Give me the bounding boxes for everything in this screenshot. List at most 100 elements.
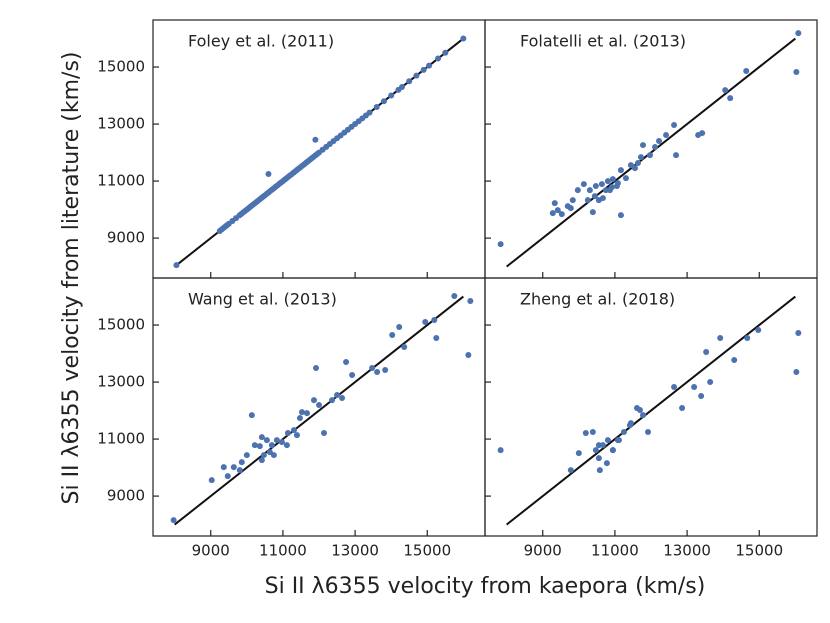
x-tick-label: 9000: [192, 542, 230, 560]
data-point: [238, 459, 245, 466]
y-tick-label: 13000: [97, 373, 145, 391]
reference-line: [174, 295, 464, 526]
data-point: [343, 359, 350, 366]
data-point: [283, 442, 290, 449]
data-point: [703, 349, 710, 356]
y-tick-label: 9000: [107, 487, 145, 505]
data-point: [604, 178, 611, 185]
data-point: [795, 330, 802, 337]
data-point: [290, 427, 297, 434]
data-point: [554, 207, 561, 214]
data-point: [637, 154, 644, 161]
data-point: [793, 369, 800, 376]
data-point: [382, 367, 389, 374]
data-point: [312, 136, 319, 143]
data-point: [652, 144, 659, 151]
data-point: [551, 200, 558, 207]
data-point: [433, 335, 440, 342]
y-tick-label: 9000: [107, 229, 145, 247]
data-point: [220, 464, 227, 471]
data-point: [609, 176, 616, 183]
data-point: [251, 442, 258, 449]
data-point: [569, 197, 576, 204]
data-point: [793, 69, 800, 76]
data-point: [671, 122, 678, 129]
data-point: [431, 317, 438, 324]
data-point: [592, 447, 599, 454]
data-point: [567, 205, 574, 212]
panel-title: Foley et al. (2011): [188, 32, 334, 51]
panel-frame: [484, 277, 818, 537]
data-point: [460, 35, 467, 42]
data-point: [656, 138, 663, 145]
y-tick-label: 11000: [97, 430, 145, 448]
data-point: [599, 195, 606, 202]
data-point: [604, 437, 611, 444]
data-point: [413, 72, 420, 79]
data-point: [639, 142, 646, 149]
data-point: [339, 395, 346, 402]
data-point: [727, 95, 734, 102]
data-point: [303, 410, 310, 417]
data-point: [388, 92, 395, 99]
data-point: [401, 344, 408, 351]
data-point: [614, 437, 621, 444]
data-point: [698, 393, 705, 400]
data-point: [293, 432, 300, 439]
data-point: [671, 384, 678, 391]
data-point: [631, 165, 638, 172]
data-point: [296, 415, 303, 422]
data-point: [369, 365, 376, 372]
data-point: [622, 175, 629, 182]
data-point: [699, 130, 706, 137]
data-point: [602, 187, 609, 194]
data-point: [256, 443, 263, 450]
data-point: [636, 407, 643, 414]
data-point: [243, 452, 250, 459]
data-point: [465, 352, 472, 359]
data-point: [497, 241, 504, 248]
x-axis-label: Si II λ6355 velocity from kaepora (km/s): [265, 574, 706, 599]
data-point: [595, 455, 602, 462]
data-point: [608, 184, 615, 191]
x-tick-label: 11000: [259, 542, 307, 560]
data-point: [620, 429, 627, 436]
data-point: [679, 405, 686, 412]
data-point: [273, 437, 280, 444]
data-point: [278, 439, 285, 446]
data-point: [617, 167, 624, 174]
y-tick-label: 13000: [97, 115, 145, 133]
reference-line: [506, 295, 796, 526]
data-point: [374, 369, 381, 376]
data-point: [298, 409, 305, 416]
data-point: [617, 212, 624, 219]
data-point: [208, 477, 215, 484]
data-point: [575, 450, 582, 457]
data-point: [586, 187, 593, 194]
panel-title: Zheng et al. (2018): [520, 290, 675, 309]
x-tick-label: 15000: [403, 542, 451, 560]
data-point: [230, 464, 237, 471]
data-point: [589, 429, 596, 436]
data-point: [722, 87, 729, 94]
data-point: [591, 193, 598, 200]
data-point: [663, 132, 670, 139]
y-tick-label: 15000: [97, 58, 145, 76]
data-point: [673, 152, 680, 159]
data-point: [389, 332, 396, 339]
data-point: [258, 434, 265, 441]
data-point: [731, 357, 738, 364]
data-point: [380, 98, 387, 105]
data-point: [609, 447, 616, 454]
data-point: [582, 430, 589, 437]
data-point: [396, 324, 403, 331]
data-point: [580, 181, 587, 188]
data-point: [310, 397, 317, 404]
y-axis-label: Si II λ6355 velocity from literature (km…: [59, 52, 84, 505]
data-point: [442, 49, 449, 56]
data-point: [596, 467, 603, 474]
data-point: [592, 183, 599, 190]
data-point: [265, 170, 272, 177]
data-point: [366, 109, 373, 116]
x-tick-label: 13000: [663, 542, 711, 560]
